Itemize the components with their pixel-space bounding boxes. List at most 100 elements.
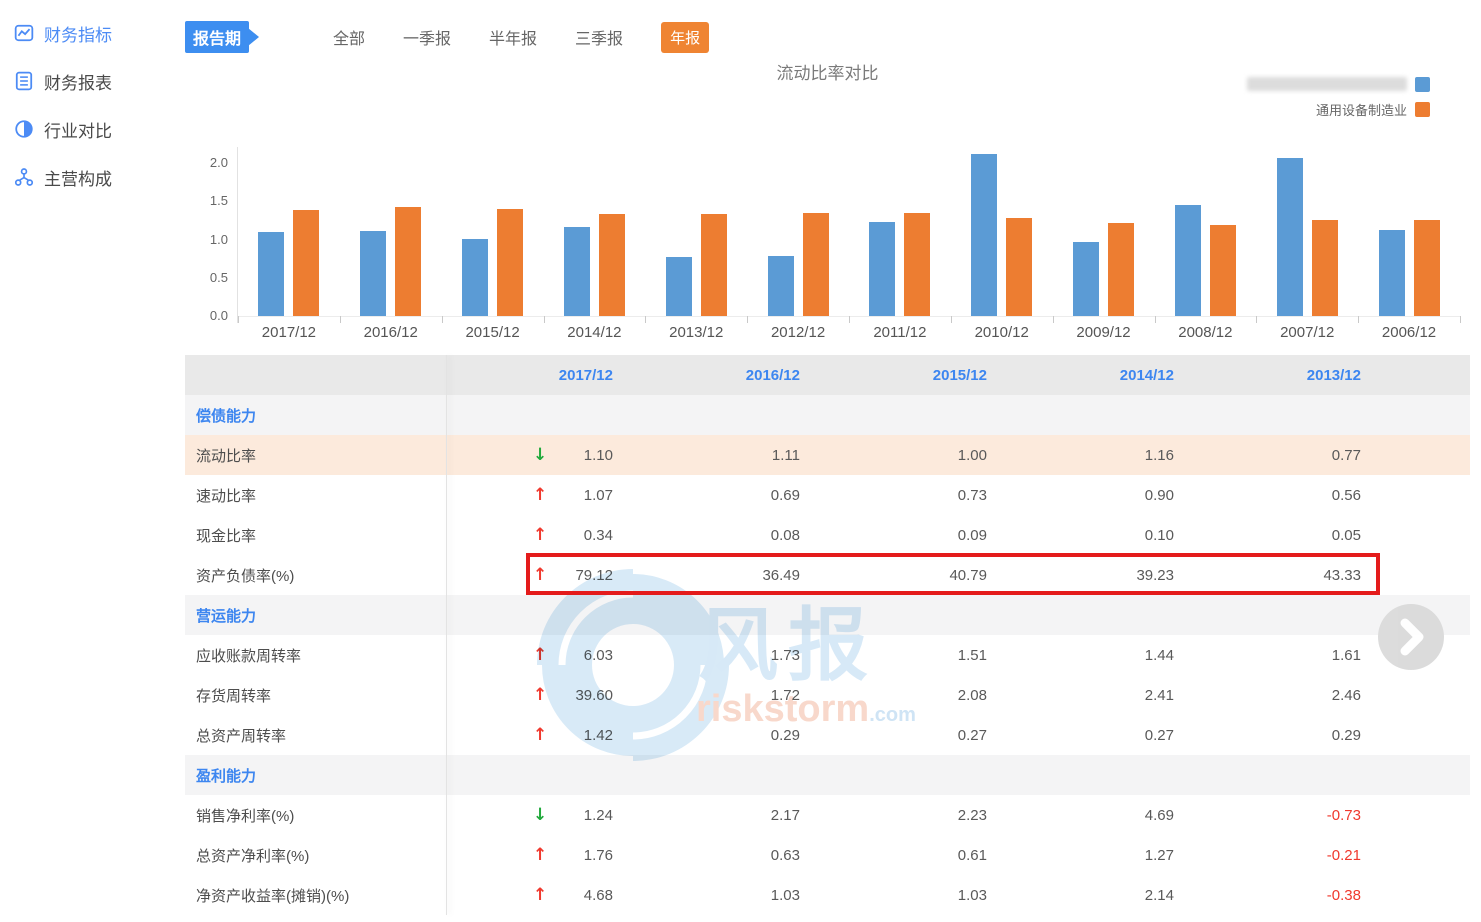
value-cell: ↑ 4.68 — [447, 885, 634, 905]
indicator-value: 36.49 — [762, 566, 800, 584]
value-cell: ↑ 0.34 — [447, 525, 634, 545]
tab-年报[interactable]: 年报 — [661, 21, 710, 53]
table-header-row: 2017/12 2016/12 2015/12 2014/12 2013/12 — [185, 355, 1470, 395]
tab-半年报[interactable]: 半年报 — [489, 31, 538, 48]
x-tick-label: 2008/12 — [1178, 324, 1233, 341]
report-icon — [15, 71, 33, 91]
value-cell: 2.14 — [1008, 887, 1195, 904]
legend-item-industry[interactable]: 通用设备制造业 — [1230, 101, 1430, 118]
indicator-row-现金比率[interactable]: 现金比率 ↑ 0.34 0.08 0.09 0.10 0.05 — [185, 515, 1470, 555]
bar-group-2016/12 — [340, 150, 442, 316]
indicator-value: 1.24 — [583, 806, 613, 824]
indicator-row-存货周转率[interactable]: 存货周转率 ↑ 39.60 1.72 2.08 2.41 2.46 — [185, 675, 1470, 715]
indicator-row-资产负债率(%)[interactable]: 资产负债率(%) ↑ 79.12 36.49 40.79 39.23 43.33 — [185, 555, 1470, 595]
value-cell: 0.63 — [634, 847, 821, 864]
indicator-row-速动比率[interactable]: 速动比率 ↑ 1.07 0.69 0.73 0.90 0.56 — [185, 475, 1470, 515]
row-label: 资产负债率(%) — [196, 567, 295, 585]
x-tick-label: 2016/12 — [363, 324, 418, 341]
indicator-row-销售净利率(%)[interactable]: 销售净利率(%) ↓ 1.24 2.17 2.23 4.69 -0.73 — [185, 795, 1470, 835]
sidebar-item-industry-comparison[interactable]: 行业对比 — [14, 114, 185, 144]
column-header-2014/12: 2014/12 — [1119, 366, 1174, 384]
axis-tick — [441, 316, 443, 323]
x-tick-label: 2012/12 — [770, 324, 826, 341]
composition-icon — [14, 168, 34, 186]
sidebar-item-label: 财务报表 — [44, 73, 112, 93]
value-cell: ↑ 39.60 — [447, 685, 634, 705]
indicator-value: 2.46 — [1331, 686, 1361, 704]
indicator-value: 1.72 — [770, 686, 800, 704]
y-tick-label: 1.5 — [209, 193, 228, 209]
sidebar: 财务指标 财务报表 行业对比 主营构成 — [0, 0, 185, 922]
legend-item-company[interactable] — [1230, 76, 1430, 92]
value-cell: 0.77 — [1195, 447, 1382, 464]
legend-swatch-company — [1415, 76, 1430, 92]
bar — [665, 257, 692, 316]
sidebar-item-label: 主营构成 — [44, 169, 112, 189]
bar-group-2017/12 — [238, 150, 340, 316]
indicator-value: 1.76 — [583, 846, 613, 864]
x-axis-labels: 2017/12 2016/12 2015/12 2014/12 2013/12 2012/… — [238, 324, 1460, 341]
value-cell: 0.27 — [1008, 727, 1195, 744]
chart-legend: 通用设备制造业 — [1230, 76, 1430, 118]
value-cell: 0.73 — [821, 487, 1008, 504]
value-cell: 2.41 — [1008, 687, 1195, 704]
bar — [258, 232, 285, 316]
fixed-column-divider — [446, 355, 447, 915]
indicator-value: 1.03 — [957, 886, 987, 904]
sidebar-item-main-composition[interactable]: 主营构成 — [14, 162, 185, 192]
indicator-row-净资产收益率(摊销)(%)[interactable]: 净资产收益率(摊销)(%) ↑ 4.68 1.03 1.03 2.14 -0.38 — [185, 875, 1470, 915]
bar-group-2008/12 — [1154, 150, 1256, 316]
value-cell: -0.73 — [1195, 807, 1382, 824]
value-cell: ↑ 1.76 — [447, 845, 634, 865]
axis-tick — [339, 316, 341, 323]
row-label: 速动比率 — [196, 487, 257, 505]
value-cell: 1.72 — [634, 687, 821, 704]
indicator-value: 0.27 — [1144, 726, 1174, 744]
indicator-row-应收账款周转率[interactable]: 应收账款周转率 ↑ 6.03 1.73 1.51 1.44 1.61 — [185, 635, 1470, 675]
axis-tick — [1460, 316, 1461, 323]
value-cell: 0.09 — [821, 527, 1008, 544]
bar — [700, 214, 727, 316]
indicator-value: 0.05 — [1331, 526, 1361, 544]
bar — [1413, 220, 1440, 316]
sidebar-item-financial-indicators[interactable]: 财务指标 — [14, 18, 185, 48]
bar — [293, 210, 320, 316]
up-arrow-icon: ↑ — [533, 525, 548, 545]
sidebar-item-financial-statements[interactable]: 财务报表 — [14, 66, 185, 96]
bar-group-2011/12 — [849, 150, 951, 316]
value-cell: 1.61 — [1195, 647, 1382, 664]
tab-全部[interactable]: 全部 — [333, 31, 366, 48]
value-cell: 1.73 — [634, 647, 821, 664]
value-cell: -0.38 — [1195, 887, 1382, 904]
indicator-value: 2.08 — [957, 686, 987, 704]
indicator-row-流动比率[interactable]: 流动比率 ↓ 1.10 1.11 1.00 1.16 0.77 — [185, 435, 1470, 475]
x-tick-label: 2013/12 — [669, 324, 724, 341]
bar — [802, 213, 829, 316]
tab-一季报[interactable]: 一季报 — [403, 31, 452, 48]
axis-tick — [543, 316, 545, 323]
bar — [1209, 225, 1236, 316]
indicator-value: 40.79 — [949, 566, 987, 584]
y-tick-label: 2.0 — [209, 155, 228, 170]
tab-三季报[interactable]: 三季报 — [575, 31, 624, 48]
row-label: 现金比率 — [196, 527, 257, 545]
value-cell: 0.10 — [1008, 527, 1195, 544]
axis-tick — [1358, 316, 1360, 323]
indicator-value: 1.16 — [1144, 446, 1174, 464]
row-label: 净资产收益率(摊销)(%) — [196, 887, 350, 905]
x-tick-label: 2010/12 — [974, 324, 1029, 341]
bar — [1174, 205, 1201, 316]
indicator-row-总资产净利率(%)[interactable]: 总资产净利率(%) ↑ 1.76 0.63 0.61 1.27 -0.21 — [185, 835, 1470, 875]
bar — [767, 256, 794, 316]
down-arrow-icon: ↓ — [533, 805, 548, 825]
indicator-value: 1.73 — [770, 646, 800, 664]
next-columns-button[interactable] — [1378, 604, 1444, 670]
bar — [1108, 223, 1135, 316]
axis-tick — [645, 316, 647, 323]
value-cell: 2.23 — [821, 807, 1008, 824]
indicator-row-总资产周转率[interactable]: 总资产周转率 ↑ 1.42 0.29 0.27 0.27 0.29 — [185, 715, 1470, 755]
indicator-value: 1.00 — [957, 446, 987, 464]
up-arrow-icon: ↑ — [533, 845, 548, 865]
bar-group-2015/12 — [442, 150, 544, 316]
indicator-value: 1.51 — [957, 646, 987, 664]
